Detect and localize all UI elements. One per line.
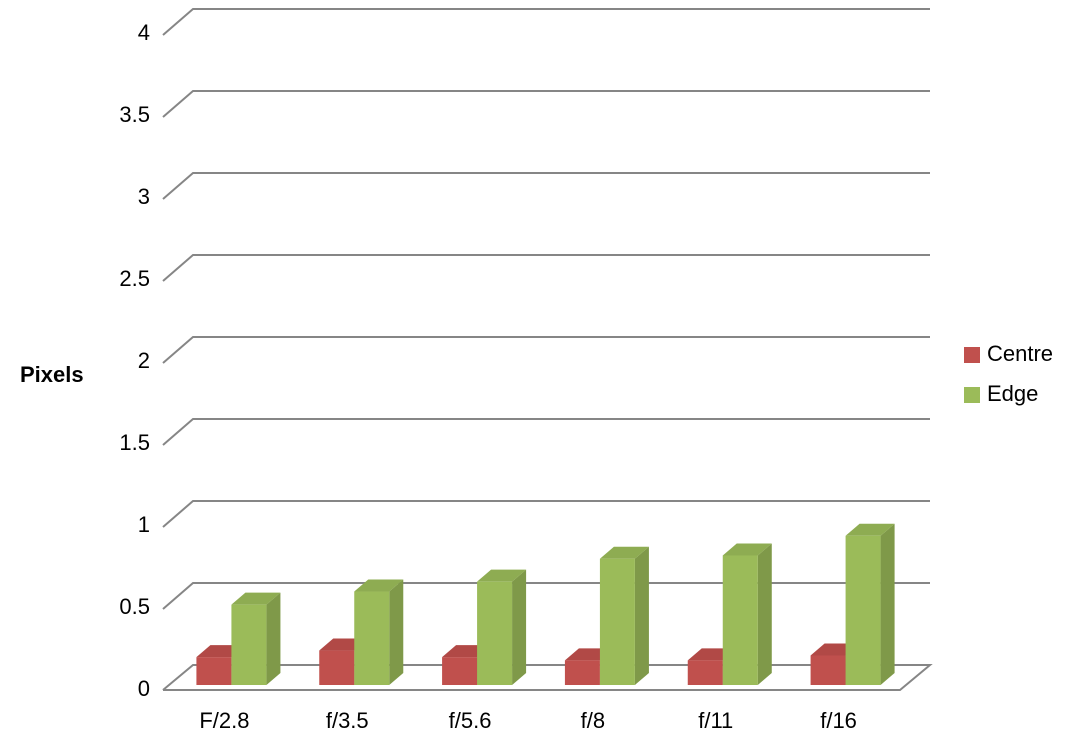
bar-top bbox=[722, 543, 772, 556]
bar bbox=[231, 604, 267, 685]
bar-side bbox=[266, 592, 281, 685]
bar-top-shade bbox=[722, 543, 772, 556]
bar-top-shade bbox=[231, 592, 281, 605]
bar-side-shade bbox=[757, 543, 772, 685]
bar-top bbox=[477, 569, 527, 582]
y-tick-label: 3.5 bbox=[119, 102, 150, 127]
bar-top bbox=[599, 546, 649, 559]
bar-top-shade bbox=[477, 569, 527, 582]
legend-label: Centre bbox=[987, 341, 1053, 366]
grid-line bbox=[162, 172, 930, 200]
x-tick-label: f/11 bbox=[698, 708, 733, 733]
grid-line bbox=[162, 8, 930, 36]
bar-side-shade bbox=[512, 569, 527, 685]
legend-swatch bbox=[964, 387, 980, 403]
bar-side bbox=[634, 546, 649, 685]
bar bbox=[564, 660, 600, 685]
x-tick-label: f/16 bbox=[820, 708, 857, 733]
floor bbox=[162, 664, 933, 691]
bar-top bbox=[845, 523, 895, 536]
bar-side-shade bbox=[389, 579, 404, 685]
bar-side bbox=[880, 523, 895, 685]
bar-side-shade bbox=[634, 546, 649, 685]
bar-top-shade bbox=[354, 579, 404, 592]
bar-side-shade bbox=[880, 523, 895, 685]
x-tick-label: f/5.6 bbox=[449, 708, 492, 733]
bar-top bbox=[354, 579, 404, 592]
bar bbox=[687, 660, 723, 685]
grid-line bbox=[162, 418, 930, 446]
bar bbox=[354, 591, 390, 685]
bar bbox=[477, 581, 513, 685]
bar bbox=[845, 535, 881, 685]
legend-label: Edge bbox=[987, 381, 1038, 406]
bar bbox=[442, 657, 478, 685]
y-tick-label: 1.5 bbox=[119, 430, 150, 455]
y-axis-label: Pixels bbox=[20, 362, 84, 387]
bar-side bbox=[389, 579, 404, 685]
bar-side-shade bbox=[266, 592, 281, 685]
y-tick-label: 0.5 bbox=[119, 594, 150, 619]
x-tick-label: f/8 bbox=[581, 708, 605, 733]
bar bbox=[810, 655, 846, 685]
y-tick-label: 3 bbox=[138, 184, 150, 209]
bar-side bbox=[757, 543, 772, 685]
y-tick-label: 2 bbox=[138, 348, 150, 373]
y-tick-label: 1 bbox=[138, 512, 150, 537]
y-tick-label: 0 bbox=[138, 676, 150, 701]
grid-line bbox=[162, 582, 930, 610]
grid-line bbox=[162, 90, 930, 118]
grid-line bbox=[162, 500, 930, 528]
bar bbox=[599, 558, 635, 685]
x-tick-label: F/2.8 bbox=[199, 708, 249, 733]
y-tick-label: 4 bbox=[138, 20, 150, 45]
bar-side bbox=[512, 569, 527, 685]
bar-top-shade bbox=[845, 523, 895, 536]
bar bbox=[319, 650, 355, 685]
x-tick-label: f/3.5 bbox=[326, 708, 369, 733]
bar bbox=[722, 555, 758, 685]
bar bbox=[196, 657, 232, 685]
grid-line bbox=[162, 254, 930, 282]
y-tick-label: 2.5 bbox=[119, 266, 150, 291]
bar-top-shade bbox=[599, 546, 649, 559]
bar-top bbox=[231, 592, 281, 605]
legend-swatch bbox=[964, 347, 980, 363]
grid-line bbox=[162, 336, 930, 364]
